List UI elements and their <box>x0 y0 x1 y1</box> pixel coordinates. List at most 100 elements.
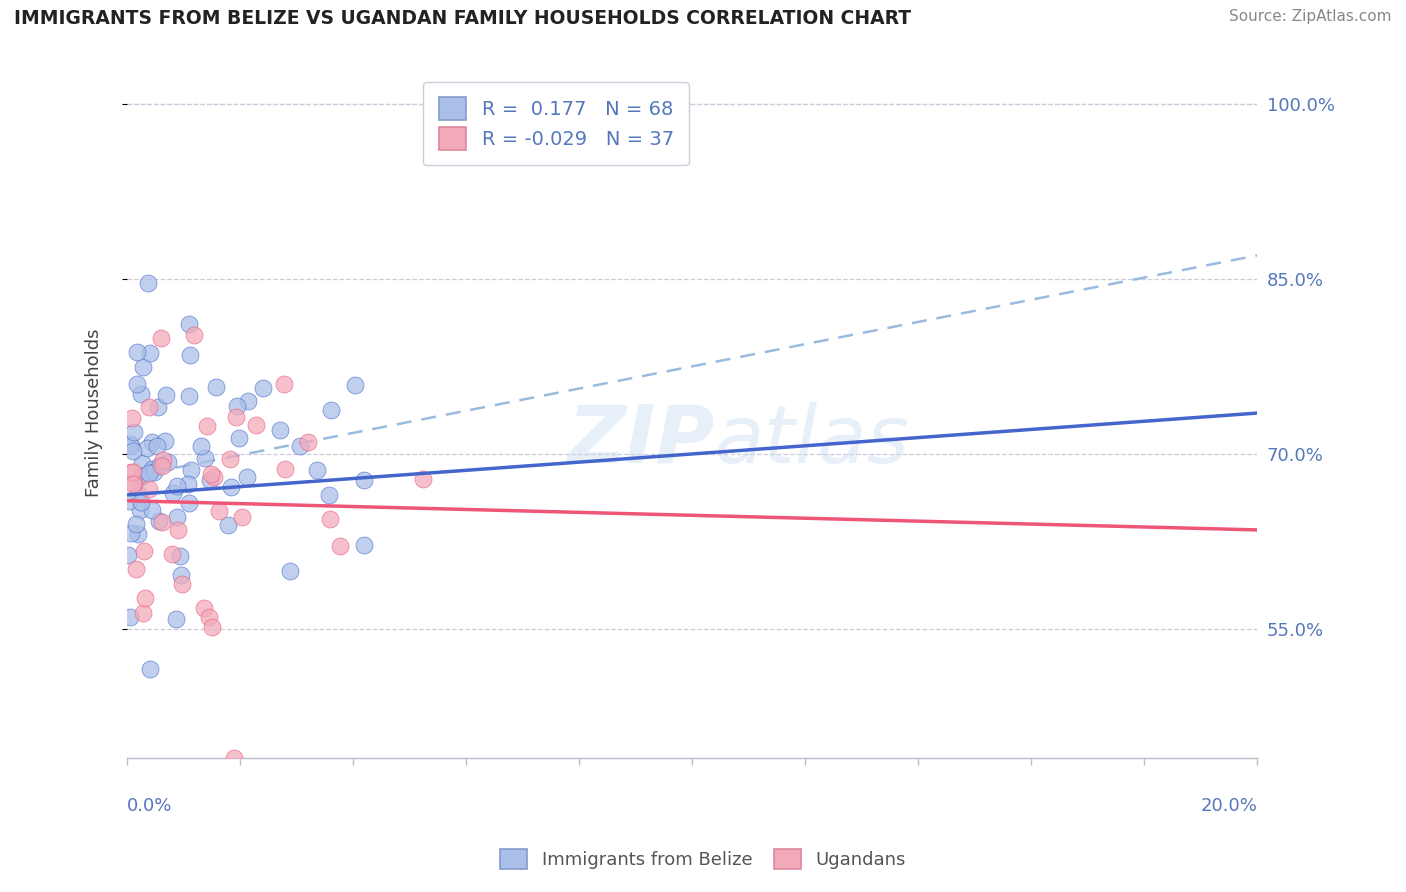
Text: IMMIGRANTS FROM BELIZE VS UGANDAN FAMILY HOUSEHOLDS CORRELATION CHART: IMMIGRANTS FROM BELIZE VS UGANDAN FAMILY… <box>14 9 911 28</box>
Point <box>152 515 174 529</box>
Point <box>118 494 141 508</box>
Point <box>288 439 311 453</box>
Point <box>252 380 274 394</box>
Point <box>122 475 145 490</box>
Point <box>139 662 162 676</box>
Point <box>200 473 222 487</box>
Point <box>121 525 143 540</box>
Point <box>273 376 295 391</box>
Point <box>225 410 247 425</box>
Text: Source: ZipAtlas.com: Source: ZipAtlas.com <box>1229 9 1392 24</box>
Point <box>129 469 152 483</box>
Point <box>122 444 145 458</box>
Point <box>162 486 184 500</box>
Point <box>307 463 329 477</box>
Point <box>269 423 291 437</box>
Text: atlas: atlas <box>714 401 910 480</box>
Point <box>165 612 187 626</box>
Point <box>139 346 162 360</box>
Point <box>329 540 352 554</box>
Point <box>128 503 150 517</box>
Point <box>208 503 231 517</box>
Point <box>149 458 172 472</box>
Point <box>319 512 342 526</box>
Point <box>120 437 142 451</box>
Point <box>120 465 142 479</box>
Point <box>132 360 155 375</box>
Text: 0.0%: 0.0% <box>127 797 173 814</box>
Point <box>217 518 239 533</box>
Point <box>224 750 246 764</box>
Point <box>202 470 225 484</box>
Point <box>225 400 247 414</box>
Point <box>155 388 177 402</box>
Point <box>274 462 297 476</box>
Point <box>138 482 160 496</box>
Point <box>146 400 169 414</box>
Point <box>141 435 163 450</box>
Point <box>278 564 301 578</box>
Point <box>131 457 153 471</box>
Legend: R =  0.177   N = 68, R = -0.029   N = 37: R = 0.177 N = 68, R = -0.029 N = 37 <box>423 82 689 166</box>
Point <box>127 487 149 501</box>
Point <box>134 591 156 606</box>
Point <box>138 276 160 290</box>
Point <box>142 465 165 479</box>
Point <box>127 345 149 359</box>
Point <box>138 466 160 480</box>
Point <box>124 562 146 576</box>
Point <box>122 466 145 480</box>
Point <box>146 439 169 453</box>
Point <box>118 610 141 624</box>
Point <box>170 577 193 591</box>
Point <box>169 549 191 564</box>
Point <box>120 439 142 453</box>
Point <box>205 380 228 394</box>
Point <box>141 503 163 517</box>
Text: ZIP: ZIP <box>567 401 714 480</box>
Point <box>141 462 163 476</box>
Point <box>177 476 200 491</box>
Point <box>297 435 319 450</box>
Point <box>149 331 172 345</box>
Point <box>177 317 200 331</box>
Point <box>197 610 219 624</box>
Point <box>179 496 201 510</box>
Y-axis label: Family Households: Family Households <box>86 329 103 498</box>
Point <box>129 387 152 401</box>
Point <box>228 432 250 446</box>
Point <box>219 480 242 494</box>
Point <box>121 411 143 425</box>
Point <box>190 439 212 453</box>
Point <box>129 495 152 509</box>
Point <box>132 606 155 620</box>
Point <box>138 400 160 414</box>
Point <box>195 419 218 434</box>
Point <box>167 523 190 537</box>
Point <box>166 479 188 493</box>
Point <box>235 470 257 484</box>
Legend: Immigrants from Belize, Ugandans: Immigrants from Belize, Ugandans <box>491 839 915 879</box>
Point <box>132 544 155 558</box>
Point <box>127 527 149 541</box>
Point <box>131 469 153 483</box>
Point <box>219 451 242 466</box>
Point <box>122 425 145 439</box>
Point <box>169 568 191 582</box>
Point <box>194 451 217 466</box>
Point <box>150 458 173 473</box>
Point <box>344 378 367 392</box>
Point <box>152 453 174 467</box>
Point <box>245 417 267 432</box>
Point <box>201 620 224 634</box>
Point <box>121 476 143 491</box>
Point <box>117 549 139 563</box>
Point <box>166 509 188 524</box>
Point <box>179 348 201 362</box>
Point <box>180 462 202 476</box>
Point <box>319 403 342 417</box>
Point <box>155 434 177 449</box>
Point <box>160 547 183 561</box>
Point <box>353 538 375 552</box>
Point <box>136 441 159 455</box>
